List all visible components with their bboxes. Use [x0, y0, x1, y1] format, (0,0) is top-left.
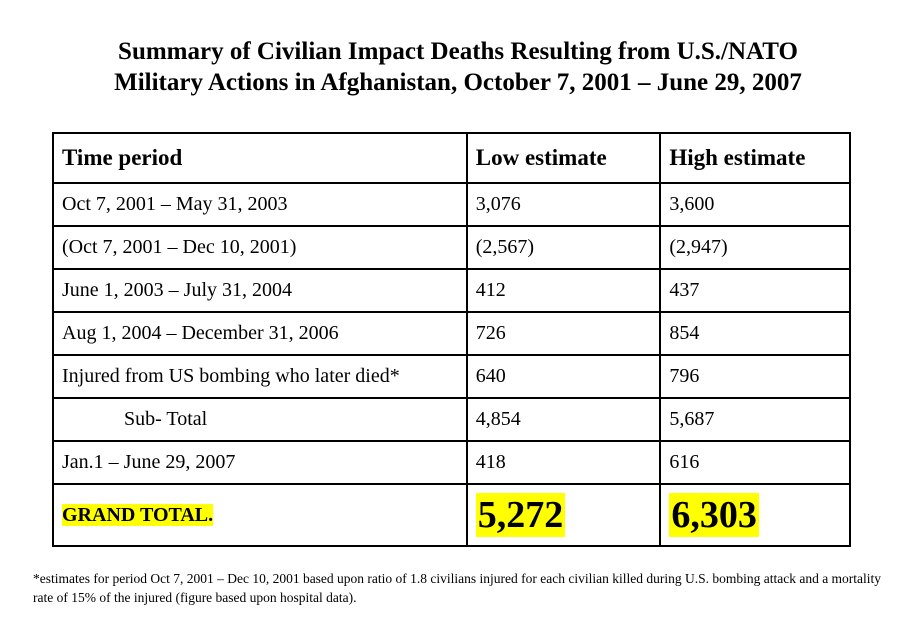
grand-total-high: 6,303 — [669, 493, 759, 537]
high-cell: 796 — [659, 354, 851, 399]
low-cell: 418 — [465, 440, 662, 485]
subtotal-label: Sub- Total — [52, 397, 468, 442]
table-row: Injured from US bombing who later died* … — [52, 354, 851, 399]
period-cell: Aug 1, 2004 – December 31, 2006 — [52, 311, 468, 356]
high-cell: 3,600 — [659, 182, 851, 227]
header-low-estimate: Low estimate — [465, 132, 662, 184]
period-cell: (Oct 7, 2001 – Dec 10, 2001) — [52, 225, 468, 270]
table-row: Aug 1, 2004 – December 31, 2006 726 854 — [52, 311, 851, 356]
grand-total-low: 5,272 — [475, 493, 566, 537]
header-time-period: Time period — [52, 132, 468, 184]
grand-total-label: GRAND TOTAL. — [62, 503, 214, 526]
low-cell: 726 — [465, 311, 662, 356]
high-cell: 616 — [659, 440, 851, 485]
civilian-deaths-table: Time period Low estimate High estimate O… — [52, 132, 851, 547]
table-row-2007: Jan.1 – June 29, 2007 418 616 — [52, 440, 851, 485]
low-cell: 3,076 — [465, 182, 662, 227]
high-cell: 437 — [659, 268, 851, 313]
title-line-2: Military Actions in Afghanistan, October… — [114, 69, 802, 96]
period-cell: Injured from US bombing who later died* — [52, 354, 468, 399]
period-cell: Oct 7, 2001 – May 31, 2003 — [52, 182, 468, 227]
low-cell: 412 — [465, 268, 662, 313]
header-high-estimate: High estimate — [659, 132, 851, 184]
high-cell: 5,687 — [659, 397, 851, 442]
table-row: June 1, 2003 – July 31, 2004 412 437 — [52, 268, 851, 313]
table-row: (Oct 7, 2001 – Dec 10, 2001) (2,567) (2,… — [52, 225, 851, 270]
grand-total-row: GRAND TOTAL. 5,272 6,303 — [52, 483, 851, 547]
subtotal-row: Sub- Total 4,854 5,687 — [52, 397, 851, 442]
high-cell: 854 — [659, 311, 851, 356]
document-title: Summary of Civilian Impact Deaths Result… — [0, 36, 916, 98]
period-cell: June 1, 2003 – July 31, 2004 — [52, 268, 468, 313]
footnote: *estimates for period Oct 7, 2001 – Dec … — [33, 571, 882, 605]
title-line-1: Summary of Civilian Impact Deaths Result… — [118, 38, 798, 65]
period-cell: Jan.1 – June 29, 2007 — [52, 440, 468, 485]
low-cell: 4,854 — [465, 397, 662, 442]
low-cell: 640 — [465, 354, 662, 399]
header-row: Time period Low estimate High estimate — [52, 132, 851, 184]
low-cell: (2,567) — [465, 225, 662, 270]
high-cell: (2,947) — [659, 225, 851, 270]
table-row: Oct 7, 2001 – May 31, 2003 3,076 3,600 — [52, 182, 851, 227]
